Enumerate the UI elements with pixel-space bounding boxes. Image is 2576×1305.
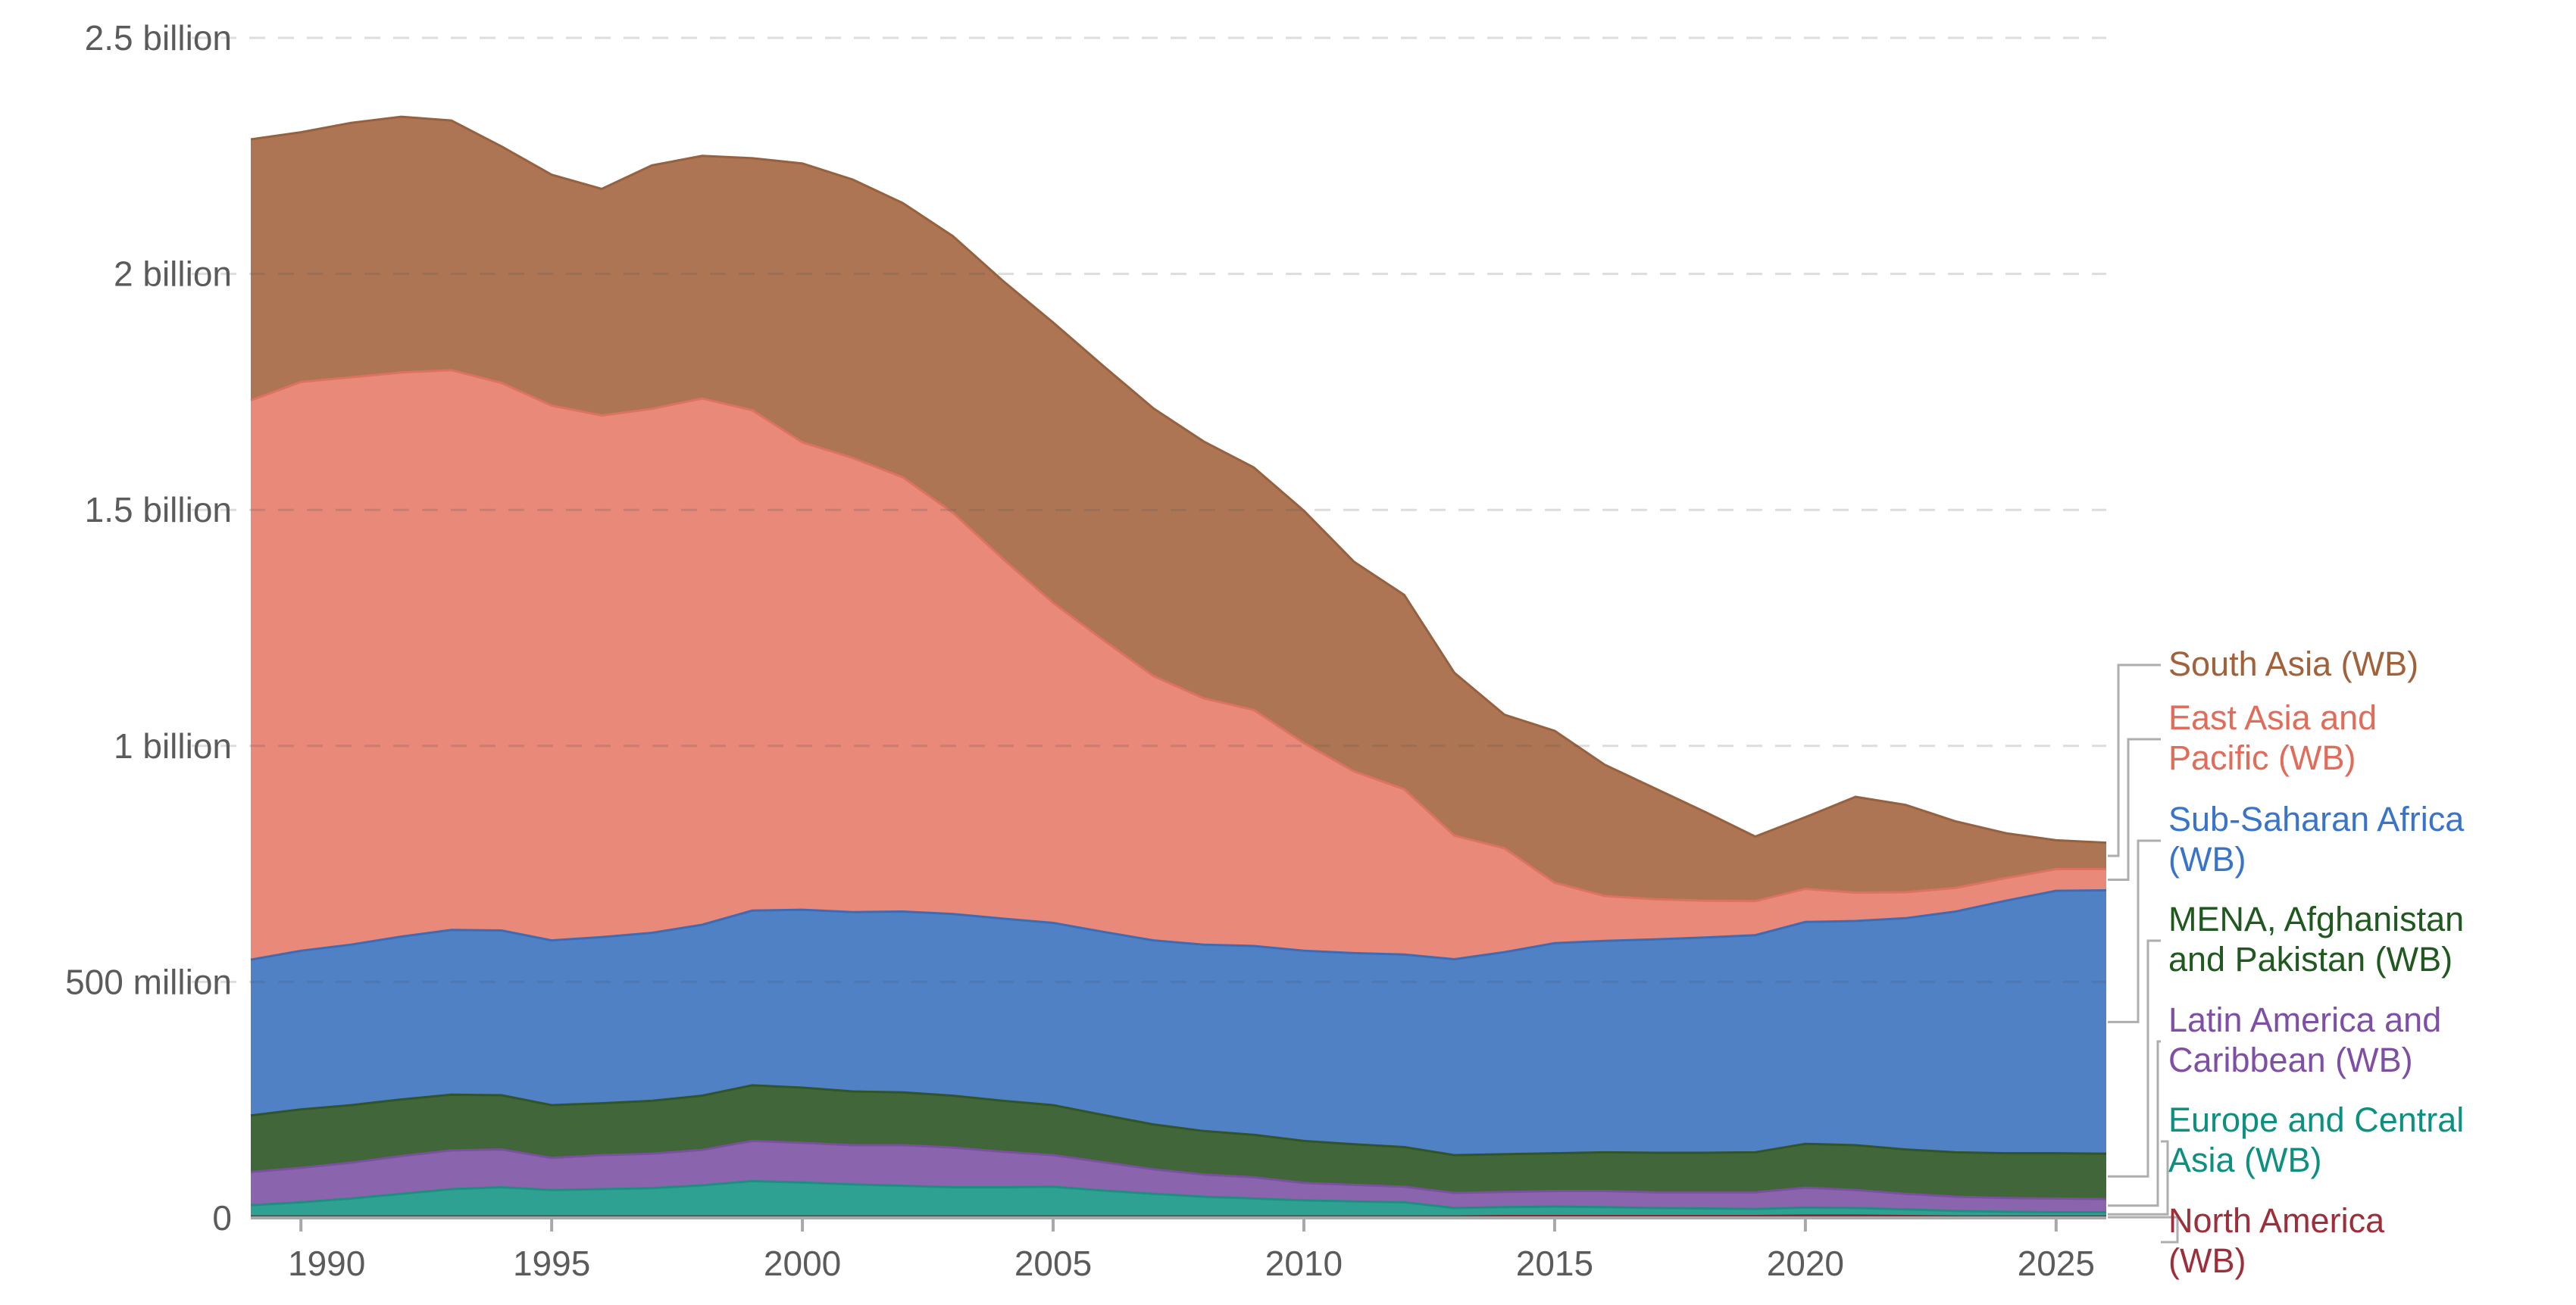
y-tick-label-2000: 2 billion xyxy=(114,254,232,294)
x-tick-label-2015: 2015 xyxy=(1516,1244,1593,1283)
area-outline-europe-central-asia xyxy=(250,1179,2106,1213)
legend-label-north-america[interactable]: North America (WB) xyxy=(2168,1201,2385,1281)
x-tick-label-1990: 1990 xyxy=(288,1244,365,1283)
legend-label-latin-america-caribbean[interactable]: Latin America and Caribbean (WB) xyxy=(2168,1001,2442,1080)
gridlines xyxy=(192,36,2106,983)
legend-label-east-asia-pacific[interactable]: East Asia and Pacific (WB) xyxy=(2168,698,2377,778)
area-europe-central-asia[interactable] xyxy=(251,1181,2106,1217)
y-tick-label-2500: 2.5 billion xyxy=(85,18,232,58)
legend-connector-east-asia-pacific xyxy=(2108,738,2161,881)
y-tick-label-1500: 1.5 billion xyxy=(85,490,232,529)
legend-connector-mena-afghanistan-pakistan xyxy=(2108,939,2161,1178)
legend-label-europe-central-asia[interactable]: Europe and Central Asia (WB) xyxy=(2168,1101,2465,1180)
legend-connector-latin-america-caribbean xyxy=(2108,1040,2161,1207)
area-outline-mena-afghanistan-pakistan xyxy=(250,1084,2107,1157)
stacked-areas xyxy=(251,117,2106,1218)
legend-label-sub-saharan-africa[interactable]: Sub-Saharan Africa (WB) xyxy=(2168,800,2465,879)
legend-label-mena-afghanistan-pakistan[interactable]: MENA, Afghanistan and Pakistan (WB) xyxy=(2168,900,2465,979)
area-latin-america-caribbean[interactable] xyxy=(251,1141,2106,1213)
area-outlines xyxy=(250,115,2107,1218)
legend-label-south-asia[interactable]: South Asia (WB) xyxy=(2168,645,2419,683)
legend-connectors xyxy=(2108,663,2179,1244)
axes: 0 500 million 1 billion 1.5 billion 2 billio… xyxy=(65,18,2106,1283)
legend-connector-north-america xyxy=(2108,1216,2179,1244)
x-tick-label-2010: 2010 xyxy=(1265,1244,1343,1283)
x-tick-label-1995: 1995 xyxy=(513,1244,590,1283)
area-south-asia[interactable] xyxy=(251,117,2106,901)
legend-connector-europe-central-asia xyxy=(2108,1140,2169,1216)
legend-connector-sub-saharan-africa xyxy=(2108,839,2161,1023)
area-outline-east-asia-pacific xyxy=(250,369,2106,903)
area-outline-latin-america-caribbean xyxy=(250,1139,2107,1200)
x-tick-label-2000: 2000 xyxy=(764,1244,841,1283)
area-outline-sub-saharan-africa xyxy=(250,889,2107,961)
legend-connector-south-asia xyxy=(2108,663,2161,857)
area-east-asia-pacific[interactable] xyxy=(251,370,2106,960)
x-tick-label-2005: 2005 xyxy=(1014,1244,1092,1283)
y-tick-label-500: 500 million xyxy=(65,962,232,1001)
y-tick-label-0: 0 xyxy=(212,1198,232,1238)
area-mena-afghanistan-pakistan[interactable] xyxy=(251,1085,2106,1200)
area-sub-saharan-africa[interactable] xyxy=(251,890,2106,1156)
x-tick-label-2020: 2020 xyxy=(1767,1244,1844,1283)
area-outline-south-asia xyxy=(250,115,2107,845)
y-tick-label-1000: 1 billion xyxy=(114,726,232,766)
x-tick-label-2025: 2025 xyxy=(2018,1244,2095,1283)
